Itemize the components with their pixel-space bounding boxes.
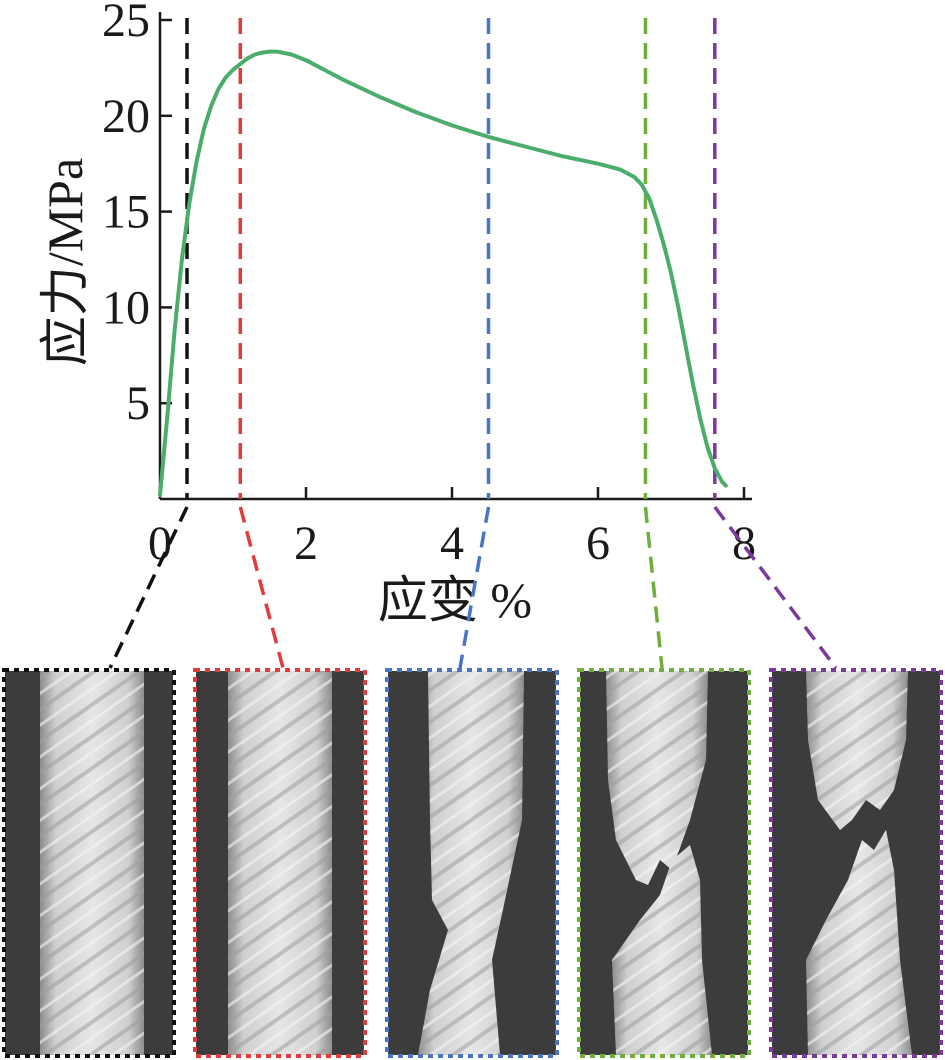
y-tick-label: 5 <box>126 377 150 430</box>
y-tick-label: 10 <box>102 281 150 334</box>
x-tick-label: 8 <box>732 517 756 570</box>
y-tick-label: 20 <box>102 90 150 143</box>
marker-connector-line <box>643 506 664 669</box>
chart-axes <box>158 12 752 501</box>
specimen-image-2 <box>196 671 364 1055</box>
marker-connectors <box>108 505 838 670</box>
marker-connector-line <box>458 506 491 669</box>
specimen-image-3-frame <box>385 668 559 1058</box>
specimen-image-5 <box>772 671 940 1055</box>
specimen-image-panels <box>2 668 943 1058</box>
x-tick-label: 4 <box>440 517 464 570</box>
x-tick-label: 6 <box>586 517 610 570</box>
specimen-image-2-frame <box>193 668 367 1058</box>
series-stress-strain-line <box>158 49 728 498</box>
marker-connector-line <box>238 506 285 669</box>
specimen-image-1-frame <box>2 668 176 1058</box>
y-axis-label: 应力/MPa <box>37 158 93 366</box>
specimen-image-1 <box>5 671 173 1055</box>
y-tick-label: 15 <box>102 186 150 239</box>
marker-connector-line <box>108 506 189 669</box>
specimen-image-3 <box>388 671 556 1055</box>
specimen-image-4-frame <box>577 668 751 1058</box>
x-tick-label: 2 <box>294 517 318 570</box>
strain-markers <box>185 18 717 499</box>
specimen-image-5-frame <box>769 668 943 1058</box>
y-tick-label: 25 <box>102 0 150 47</box>
x-axis-label: 应变 % <box>378 572 532 628</box>
y-ticks: 5 10 15 20 25 <box>102 0 172 430</box>
specimen-image-4 <box>580 671 748 1055</box>
marker-connector-line <box>713 505 838 670</box>
